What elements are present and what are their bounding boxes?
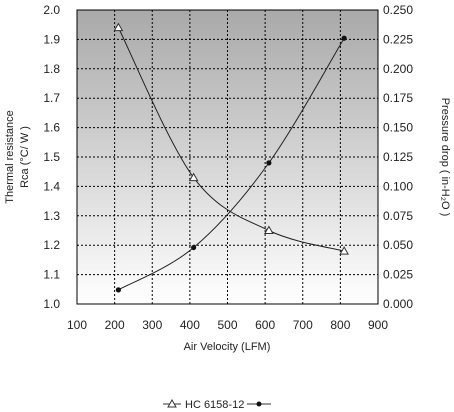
left-y-tick-label: 1.3 [43, 209, 60, 223]
x-tick-label: 400 [180, 318, 200, 332]
data-point-triangle [188, 172, 199, 182]
right-y-tick-label: 0.225 [383, 32, 413, 46]
left-axis-title-line2: Rca (°C/ W ) [19, 126, 31, 188]
right-y-tick-label: 0.200 [383, 62, 413, 76]
tick-labels: 100 200 300 400 500 600 700 800 900 1.0 1.1 1.2 1.3 1… [43, 3, 413, 332]
series-line-2 [118, 37, 345, 291]
grid [77, 10, 378, 304]
legend: HC 6158-12 [163, 398, 271, 411]
right-y-tick-label: 0.100 [383, 179, 413, 193]
x-axis-title: Air Velocity (LFM) [184, 341, 271, 353]
left-axis-title-line1: Thermal resistance [4, 110, 16, 204]
left-y-tick-label: 1.5 [43, 150, 60, 164]
x-tick-label: 300 [142, 318, 162, 332]
data-point-circle [266, 160, 272, 166]
left-y-tick-label: 2.0 [43, 3, 60, 17]
legend-circle-marker [256, 401, 262, 407]
left-y-tick-label: 1.8 [43, 62, 60, 76]
right-y-tick-label: 0.150 [383, 121, 413, 135]
legend-triangle-marker [167, 398, 177, 408]
x-tick-label: 200 [105, 318, 125, 332]
data-point-circle [191, 244, 197, 251]
left-y-tick-label: 1.6 [43, 121, 60, 135]
series-line-1 [117, 27, 345, 252]
x-tick-label: 600 [255, 318, 275, 332]
x-tick-label: 900 [368, 318, 388, 332]
legend-label: HC 6158-12 [185, 399, 244, 411]
series-layer [113, 22, 349, 293]
left-y-tick-label: 1.0 [43, 297, 60, 311]
right-y-tick-label: 0.050 [383, 238, 413, 252]
x-tick-label: 500 [217, 318, 237, 332]
left-y-tick-label: 1.7 [43, 91, 60, 105]
left-y-tick-label: 1.1 [43, 268, 60, 282]
data-point-triangle [113, 22, 124, 32]
left-y-tick-label: 1.4 [43, 179, 60, 193]
right-y-tick-label: 0.175 [383, 91, 413, 105]
x-tick-label: 100 [67, 318, 87, 332]
right-y-tick-label: 0.075 [383, 209, 413, 223]
right-y-tick-label: 0.250 [383, 3, 413, 17]
x-tick-label: 700 [293, 318, 313, 332]
right-axis-title: Pressure drop ( in-H₂O ) [439, 98, 451, 217]
data-point-triangle [339, 246, 349, 255]
right-y-tick-label: 0.125 [383, 150, 413, 164]
data-point-circle [115, 287, 121, 293]
left-y-tick-label: 1.2 [43, 238, 60, 252]
left-y-tick-label: 1.9 [43, 32, 60, 46]
data-point-triangle [264, 225, 274, 234]
right-y-tick-label: 0.000 [383, 297, 413, 311]
x-tick-label: 800 [330, 318, 350, 332]
data-point-circle [341, 35, 347, 41]
right-y-tick-label: 0.025 [383, 268, 413, 282]
